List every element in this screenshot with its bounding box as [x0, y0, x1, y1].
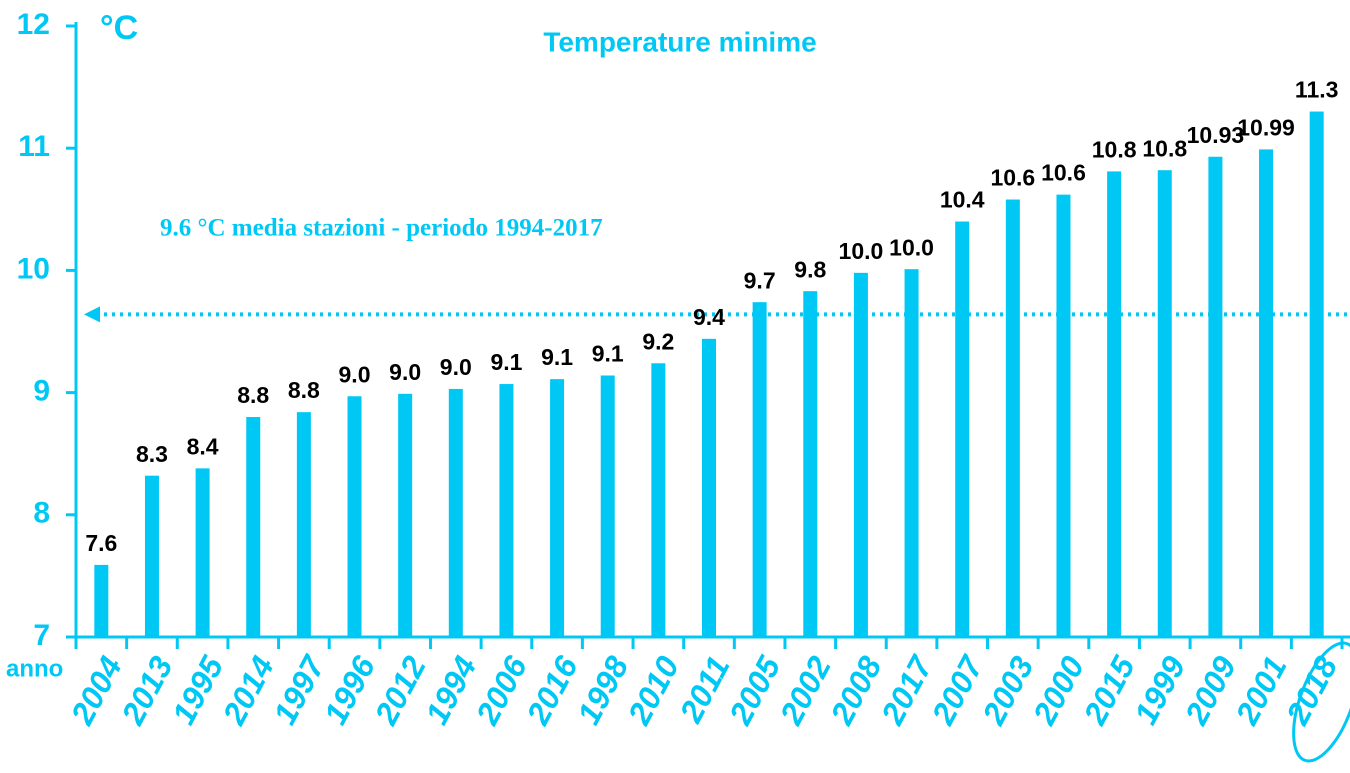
x-tick-label: 2002 [772, 650, 838, 731]
bar [499, 384, 514, 637]
x-tick-label: 1997 [266, 648, 332, 730]
x-tick-label: 2008 [823, 650, 889, 731]
value-label: 9.8 [794, 256, 826, 282]
value-label: 9.1 [490, 349, 522, 375]
value-label: 11.3 [1295, 77, 1339, 103]
y-tick-label: 8 [33, 497, 50, 530]
bar [448, 388, 463, 637]
bar [1157, 170, 1172, 638]
bar [955, 221, 970, 637]
value-label: 10.0 [889, 234, 934, 260]
bar [1056, 194, 1071, 638]
x-tick-label: 2012 [367, 650, 433, 731]
x-tick-label: 2016 [519, 650, 585, 731]
value-label: 10.99 [1237, 115, 1295, 141]
highlight-ellipse [1292, 641, 1350, 763]
x-tick-label: 1999 [1127, 650, 1192, 730]
x-tick-label: 2005 [722, 649, 788, 731]
chart-title: Temperature minime [543, 26, 816, 57]
x-tick-label: 2003 [975, 650, 1041, 731]
x-tick-label: 2010 [620, 650, 686, 731]
bar [853, 272, 868, 637]
bar [1309, 111, 1324, 638]
x-axis-label: anno [6, 655, 63, 682]
y-tick-label: 10 [17, 252, 50, 285]
x-tick-label: 2014 [215, 650, 281, 731]
bar [195, 468, 210, 637]
reference-label: 9.6 °C media stazioni - periodo 1994-201… [160, 215, 603, 242]
x-tick-label: 2015 [1076, 649, 1142, 731]
bar [1107, 171, 1122, 637]
reference-arrow [84, 306, 100, 323]
x-tick-label: 2013 [114, 650, 180, 731]
value-label: 9.1 [592, 341, 624, 367]
value-label: 9.2 [642, 328, 674, 354]
value-label: 8.4 [187, 433, 219, 459]
value-label: 9.0 [339, 361, 371, 387]
bar [550, 379, 565, 637]
value-label: 10.0 [839, 238, 884, 264]
bar [904, 269, 919, 637]
bar [347, 396, 362, 637]
value-label: 9.0 [389, 359, 421, 385]
x-tick-label: 2017 [874, 648, 941, 731]
value-label: 8.8 [288, 377, 320, 403]
y-axis-label: °C [100, 9, 138, 47]
bar [398, 393, 413, 637]
bar [1259, 149, 1274, 637]
bar [246, 417, 261, 637]
bar [600, 375, 615, 637]
x-tick-label: 1998 [570, 650, 635, 730]
value-label: 10.6 [1041, 160, 1086, 186]
value-label: 9.7 [744, 267, 776, 293]
value-label: 9.0 [440, 354, 472, 380]
bar [702, 338, 716, 637]
y-tick-label: 11 [18, 130, 50, 163]
bar [1005, 199, 1020, 638]
x-tick-label: 2001 [1228, 650, 1294, 731]
bar [1208, 156, 1223, 637]
x-tick-label: 2011 [672, 650, 737, 729]
x-tick-label: 2018 [1279, 650, 1345, 731]
value-label: 8.8 [237, 382, 269, 408]
x-tick-label: 1996 [317, 650, 382, 730]
bar [144, 475, 159, 637]
value-label: 9.1 [541, 344, 573, 370]
value-label: 8.3 [136, 441, 168, 467]
y-tick-label: 9 [33, 375, 50, 408]
bar [752, 302, 767, 637]
bar [296, 412, 311, 637]
x-tick-label: 2009 [1177, 650, 1243, 731]
value-label: 10.6 [990, 165, 1035, 191]
y-tick-label: 12 [17, 8, 50, 41]
value-label: 10.93 [1187, 122, 1245, 148]
value-label: 7.6 [85, 530, 117, 556]
x-tick-label: 2006 [468, 650, 534, 731]
value-label: 10.4 [940, 187, 985, 213]
bar [803, 291, 818, 637]
bar [94, 564, 109, 637]
y-tick-label: 7 [33, 619, 50, 652]
x-tick-label: 2000 [1025, 650, 1091, 731]
x-tick-label: 2004 [63, 650, 129, 731]
x-tick-label: 2007 [924, 648, 991, 731]
x-tick-label: 1994 [418, 650, 483, 730]
bar [651, 363, 666, 637]
value-label: 10.8 [1092, 136, 1137, 162]
value-label: 10.8 [1142, 135, 1187, 161]
value-label: 9.4 [693, 304, 725, 330]
x-tick-label: 1995 [165, 649, 231, 730]
